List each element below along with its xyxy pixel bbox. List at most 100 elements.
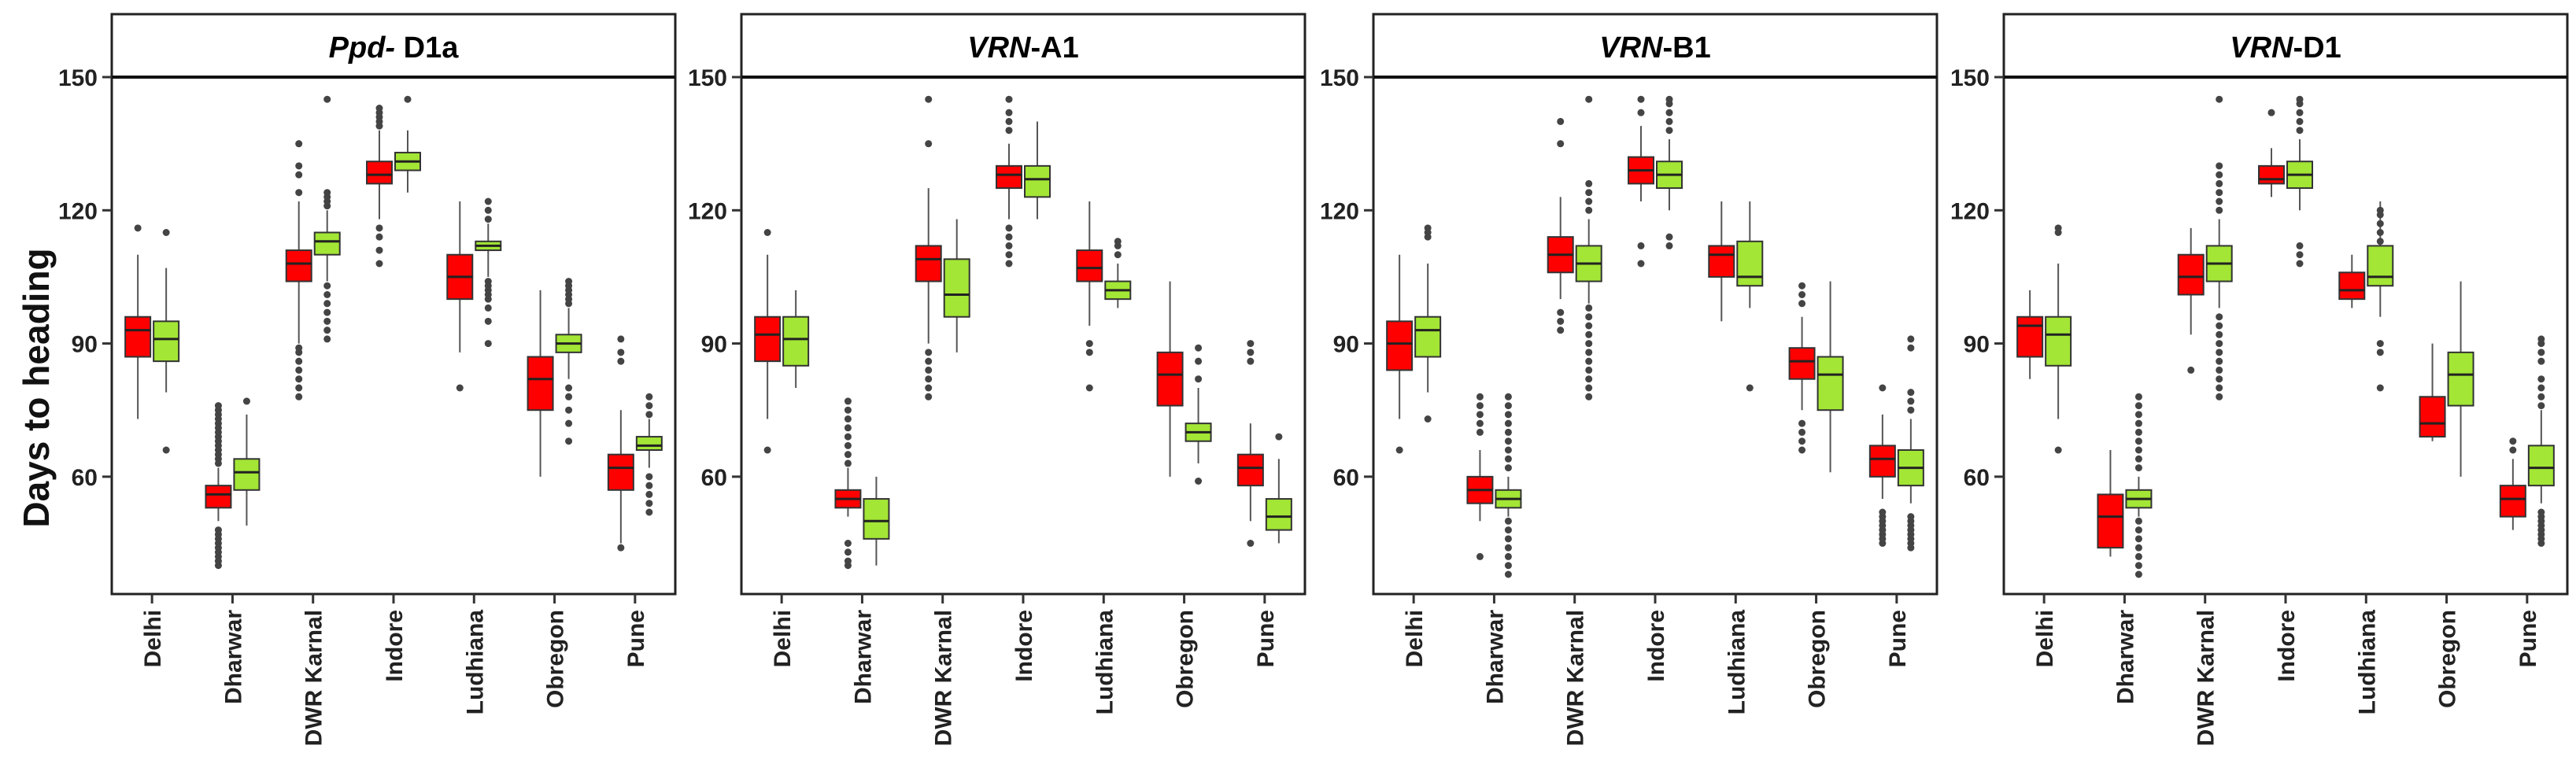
box-iqr xyxy=(1156,351,1184,407)
outlier-point xyxy=(295,140,303,148)
box-group2-ludhiana xyxy=(2367,201,2394,392)
outlier-point xyxy=(645,393,653,400)
outlier-point xyxy=(1585,357,1593,365)
outlier-point xyxy=(1585,340,1593,348)
outlier-point xyxy=(1476,402,1484,410)
outlier-point xyxy=(1005,117,1013,125)
outlier-point xyxy=(1476,419,1484,427)
x-tick-label-ludhiana: Ludhiana xyxy=(1724,610,1750,715)
outlier-point xyxy=(2134,428,2142,436)
box-iqr xyxy=(2016,316,2044,358)
outlier-point xyxy=(484,340,492,348)
box-group1-ludhiana xyxy=(446,201,474,392)
outlier-point xyxy=(645,490,653,498)
box-iqr xyxy=(153,320,180,363)
x-tick-label-dharwar: Dharwar xyxy=(1482,610,1508,704)
box-iqr xyxy=(2258,164,2285,185)
x-tick-label-indore: Indore xyxy=(1011,610,1037,682)
outlier-point xyxy=(1114,238,1122,245)
outlier-point xyxy=(844,424,852,432)
outlier-point xyxy=(1247,340,1255,348)
box-group2-dharwar xyxy=(1495,393,1522,578)
outlier-point xyxy=(565,384,573,392)
outlier-point xyxy=(2376,384,2384,392)
box-group2-obregon xyxy=(1185,344,1212,485)
box-group2-delhi xyxy=(782,290,810,388)
outlier-point xyxy=(214,402,222,410)
outlier-point xyxy=(1085,384,1093,392)
outlier-point xyxy=(844,540,852,547)
box-group1-dharwar xyxy=(834,397,862,570)
box-iqr xyxy=(1024,164,1051,198)
box-group1-indore xyxy=(996,95,1022,268)
outlier-point xyxy=(1085,349,1093,356)
outlier-point xyxy=(763,446,771,454)
outlier-point xyxy=(1798,446,1806,454)
box-group2-ludhiana xyxy=(475,197,502,348)
y-tick-label: 150 xyxy=(688,65,727,91)
outlier-point xyxy=(2216,384,2223,392)
outlier-point xyxy=(925,393,933,400)
outlier-point xyxy=(295,393,303,400)
outlier-point xyxy=(763,229,771,236)
outlier-point xyxy=(2376,220,2384,227)
box-group1-pune xyxy=(1236,340,1264,547)
y-tick-label: 90 xyxy=(72,332,98,358)
x-tick-label-dwr-karnal: DWR Karnal xyxy=(301,610,327,746)
outlier-point xyxy=(1005,95,1013,103)
outlier-point xyxy=(2216,189,2223,197)
box-iqr xyxy=(205,485,232,509)
outlier-point xyxy=(844,557,852,565)
x-tick-label-dwr-karnal: DWR Karnal xyxy=(931,610,957,746)
outlier-point xyxy=(2376,229,2384,236)
box-iqr xyxy=(2097,493,2124,549)
outlier-point xyxy=(375,233,383,241)
box-iqr xyxy=(2338,271,2366,301)
box-iqr xyxy=(2177,253,2205,296)
outlier-point xyxy=(1195,478,1203,485)
panel-frame xyxy=(1372,13,1938,596)
box-group2-dwr-karnal xyxy=(1575,95,1602,400)
box-iqr xyxy=(527,356,554,411)
box-iqr xyxy=(1788,347,1816,380)
outlier-point xyxy=(1195,344,1203,352)
y-tick-label: 150 xyxy=(1950,65,1990,91)
outlier-point xyxy=(2296,109,2304,116)
outlier-point xyxy=(134,224,142,232)
outlier-point xyxy=(925,349,933,356)
outlier-point xyxy=(645,500,653,507)
box-group1-pune xyxy=(1868,384,1896,547)
outlier-point xyxy=(2134,411,2142,419)
strip-title: VRN-B1 xyxy=(1599,31,1710,65)
outlier-point xyxy=(1798,437,1806,445)
box-iqr xyxy=(2527,445,2555,487)
outlier-point xyxy=(1504,544,1512,552)
outlier-point xyxy=(484,197,492,205)
outlier-point xyxy=(2537,357,2545,365)
outlier-point xyxy=(2216,197,2223,205)
outlier-point xyxy=(323,282,331,290)
x-tick-label-delhi: Delhi xyxy=(1402,610,1428,667)
box-group1-dharwar xyxy=(2097,450,2124,557)
outlier-point xyxy=(844,441,852,449)
outlier-point xyxy=(1585,206,1593,214)
outlier-point xyxy=(2376,340,2384,348)
outlier-point xyxy=(2216,349,2223,356)
box-group1-dwr-karnal xyxy=(1547,117,1574,334)
outlier-point xyxy=(617,335,625,343)
outlier-point xyxy=(323,335,331,343)
outlier-point xyxy=(2376,349,2384,356)
y-tick-label: 60 xyxy=(701,465,727,491)
outlier-point xyxy=(1665,127,1673,135)
outlier-point xyxy=(1907,389,1915,397)
outlier-point xyxy=(484,304,492,312)
outlier-point xyxy=(323,308,331,316)
outlier-point xyxy=(1665,109,1673,116)
strip-title-italic: VRN xyxy=(2230,31,2294,65)
outlier-point xyxy=(1585,375,1593,383)
box-iqr xyxy=(996,164,1022,190)
box-iqr xyxy=(1708,245,1735,278)
outlier-point xyxy=(323,189,331,197)
outlier-point xyxy=(295,357,303,365)
box-group2-dharwar xyxy=(233,397,261,526)
